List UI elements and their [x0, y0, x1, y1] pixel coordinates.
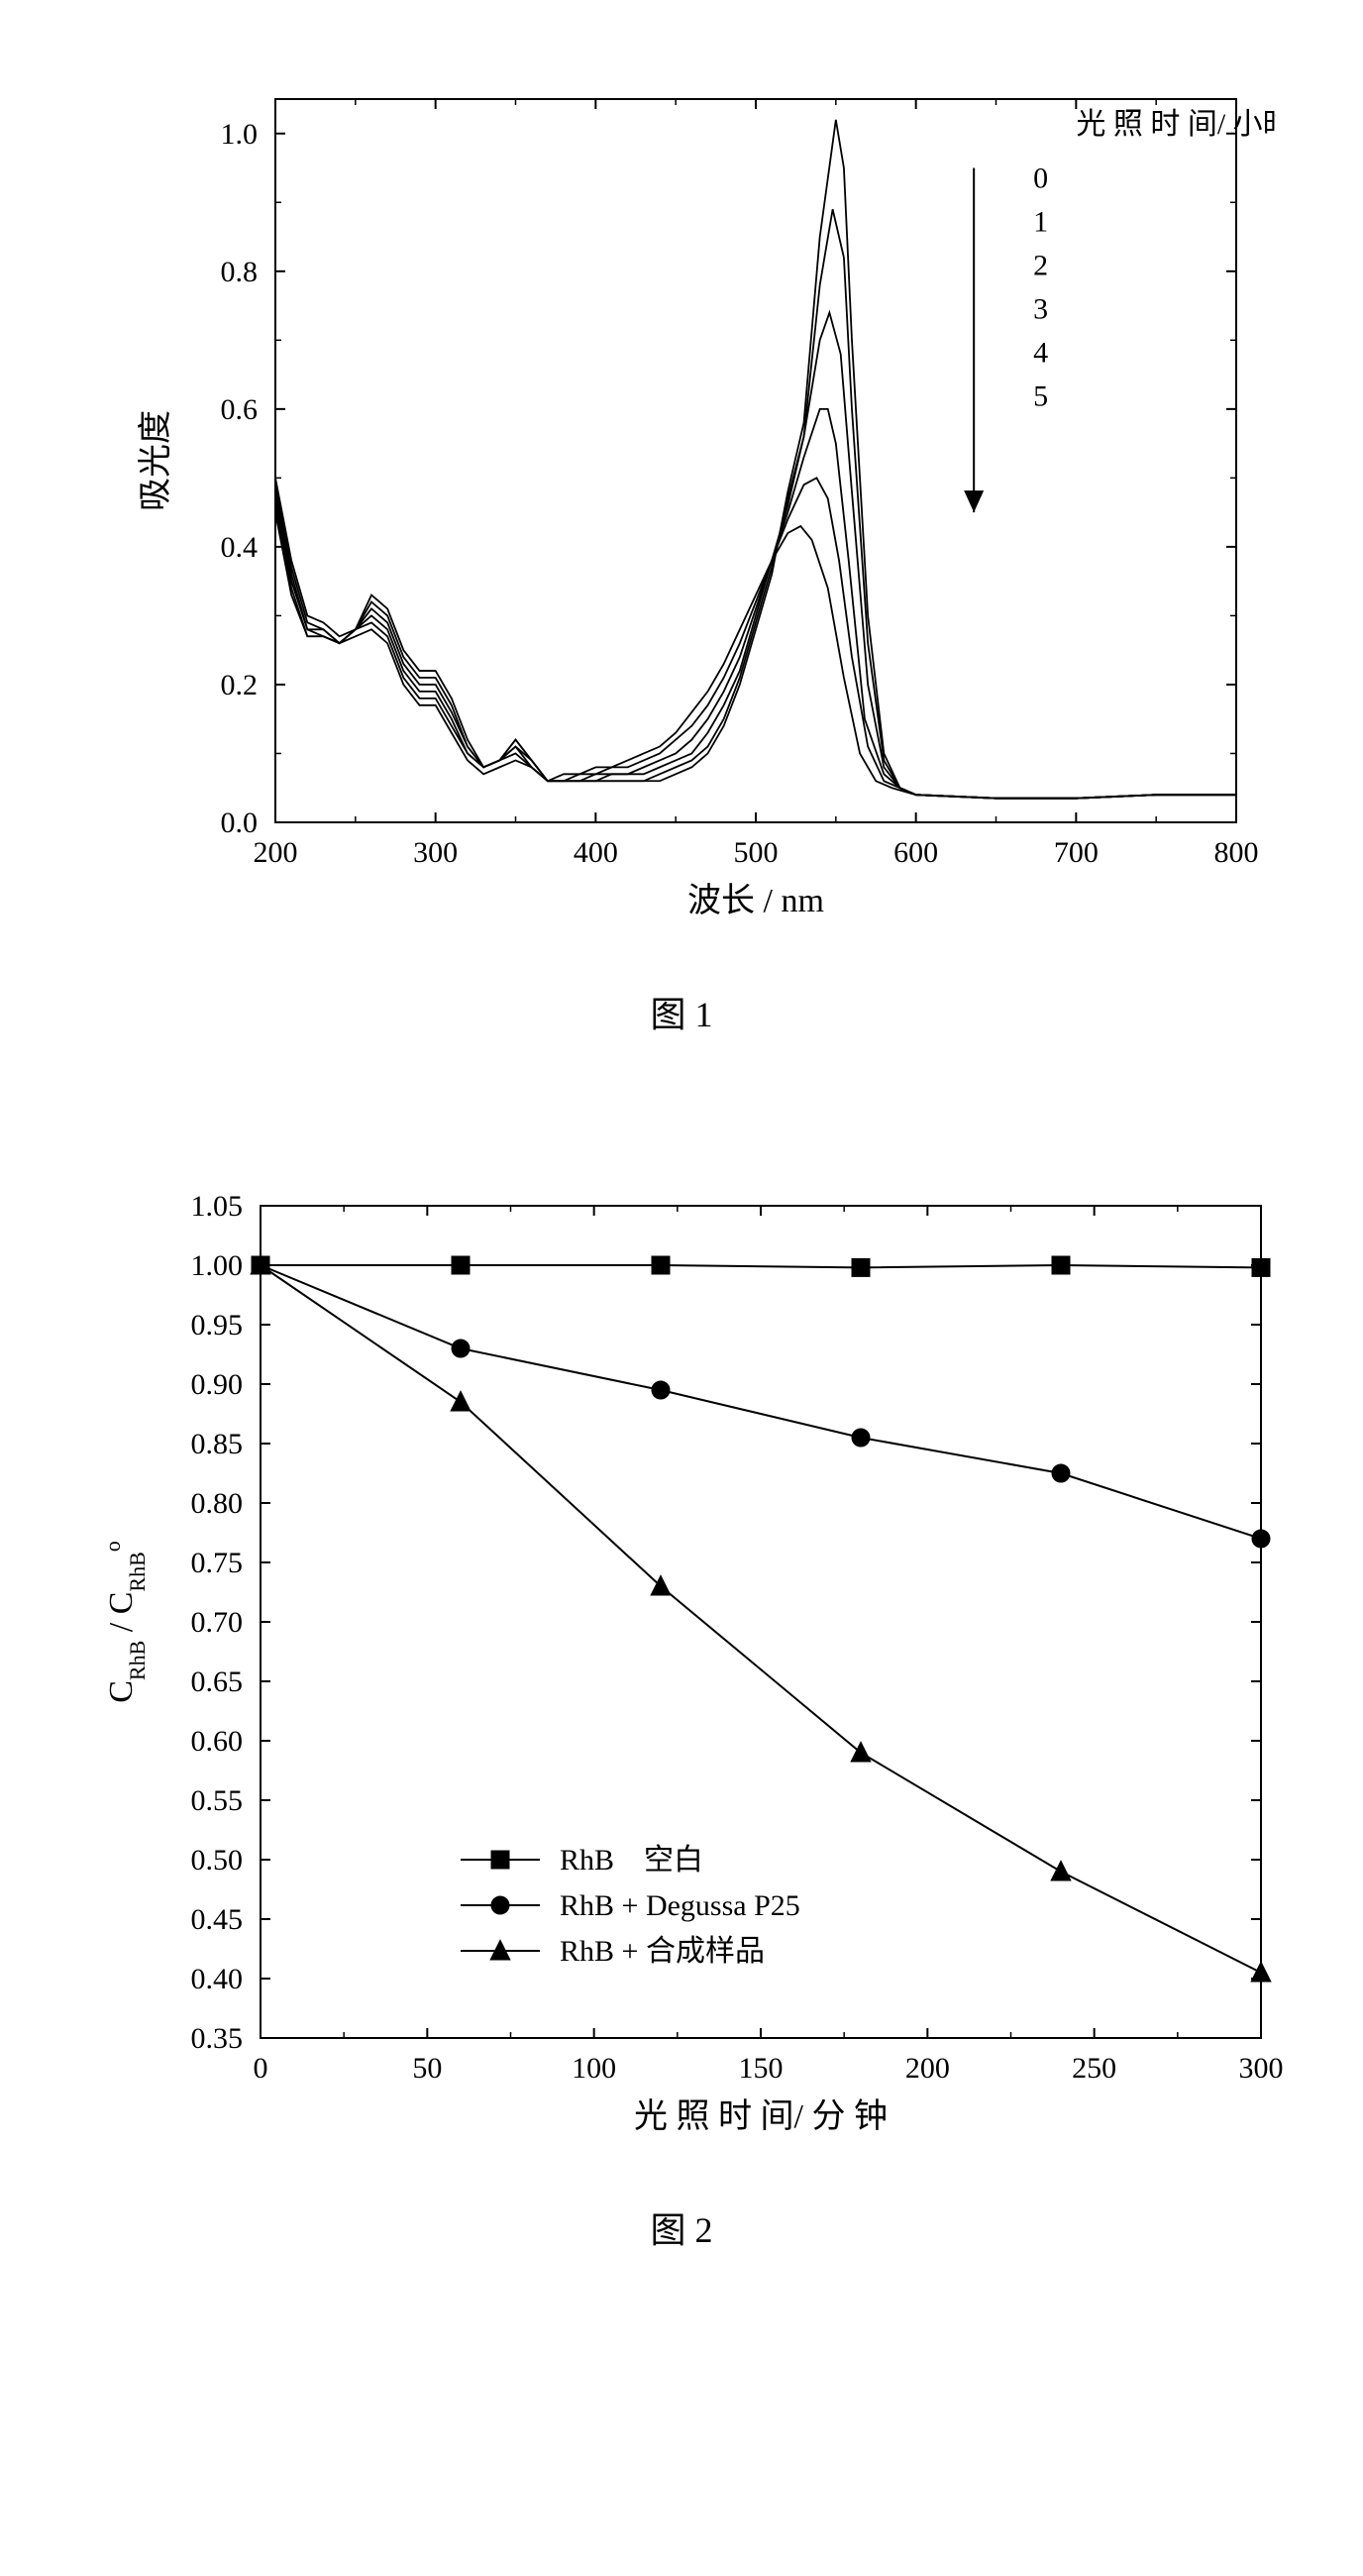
svg-text:0.6: 0.6	[221, 393, 259, 426]
svg-text:3: 3	[1033, 293, 1048, 326]
svg-text:400: 400	[574, 836, 618, 869]
svg-text:700: 700	[1054, 836, 1099, 869]
svg-text:0.2: 0.2	[221, 669, 259, 701]
svg-text:0.45: 0.45	[191, 1903, 244, 1936]
svg-text:250: 250	[1072, 2052, 1116, 2085]
figure-2-svg: 0 50 100 150 200 250 300 0.35 0.40 0.45 0.50 0.55 0.…	[62, 1176, 1301, 2167]
svg-text:5: 5	[1033, 380, 1048, 413]
svg-text:0.90: 0.90	[191, 1368, 244, 1401]
svg-text:1.00: 1.00	[191, 1249, 244, 1282]
svg-text:600: 600	[893, 836, 938, 869]
svg-text:0.0: 0.0	[221, 806, 259, 839]
svg-text:0: 0	[1033, 162, 1048, 195]
svg-text:200: 200	[905, 2052, 950, 2085]
svg-text:0.85: 0.85	[191, 1428, 244, 1460]
svg-text:4: 4	[1033, 337, 1048, 370]
svg-text:0.65: 0.65	[191, 1665, 244, 1698]
svg-text:1: 1	[1033, 206, 1048, 239]
svg-text:1.05: 1.05	[191, 1190, 244, 1223]
figure-1-svg: 200 300 400 500 600 700 800 0.0 0.2 0.4 0.6 0.8 1.0 波…	[87, 59, 1276, 951]
svg-text:1.0: 1.0	[221, 118, 259, 151]
svg-text:RhB + 合成样品: RhB + 合成样品	[560, 1935, 765, 1968]
svg-text:200: 200	[254, 836, 298, 869]
figure-2: 0 50 100 150 200 250 300 0.35 0.40 0.45 0.50 0.55 0.…	[62, 1176, 1301, 2172]
svg-text:RhB + Degussa P25: RhB + Degussa P25	[560, 1889, 800, 1922]
svg-text:300: 300	[1239, 2052, 1284, 2085]
svg-text:0.4: 0.4	[221, 531, 259, 564]
svg-text:150: 150	[739, 2052, 784, 2085]
svg-text:100: 100	[572, 2052, 616, 2085]
svg-text:0: 0	[254, 2052, 268, 2085]
svg-text:波长 / nm: 波长 / nm	[687, 882, 824, 919]
figure-1-caption: 图 1	[0, 986, 1363, 1037]
svg-text:50: 50	[412, 2052, 442, 2085]
figure-1: 200 300 400 500 600 700 800 0.0 0.2 0.4 0.6 0.8 1.0 波…	[87, 0, 1276, 956]
svg-text:0.80: 0.80	[191, 1487, 244, 1520]
svg-text:0.75: 0.75	[191, 1547, 244, 1579]
svg-text:RhB 空白: RhB 空白	[560, 1844, 703, 1877]
svg-text:光 照 时 间/ 小时: 光 照 时 间/ 小时	[1076, 108, 1276, 141]
svg-text:0.95: 0.95	[191, 1309, 244, 1342]
svg-text:0.60: 0.60	[191, 1725, 244, 1758]
svg-text:0.50: 0.50	[191, 1844, 244, 1877]
svg-text:0.40: 0.40	[191, 1963, 244, 1995]
svg-text:800: 800	[1214, 836, 1259, 869]
svg-text:0.8: 0.8	[221, 256, 259, 288]
svg-text:0.70: 0.70	[191, 1606, 244, 1639]
svg-text:0.55: 0.55	[191, 1784, 244, 1817]
svg-text:2: 2	[1033, 250, 1048, 282]
svg-text:300: 300	[413, 836, 458, 869]
svg-text:吸光度: 吸光度	[137, 410, 174, 511]
svg-text:0.35: 0.35	[191, 2022, 244, 2055]
svg-text:光 照 时 间/ 分 钟: 光 照 时 间/ 分 钟	[634, 2097, 888, 2135]
figure-2-caption: 图 2	[0, 2201, 1363, 2253]
svg-text:CRhB / CRhBo: CRhB / CRhBo	[100, 1541, 150, 1703]
svg-text:500: 500	[734, 836, 779, 869]
